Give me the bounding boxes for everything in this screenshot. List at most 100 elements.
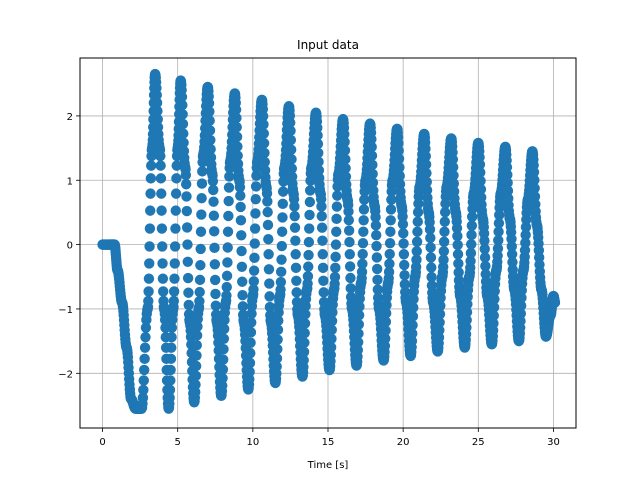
data-point	[326, 315, 338, 327]
data-point	[380, 325, 391, 336]
data-point	[371, 263, 383, 275]
data-point	[357, 237, 369, 249]
data-point	[156, 223, 168, 234]
data-point	[353, 310, 365, 321]
data-point	[316, 201, 327, 212]
data-point	[302, 271, 314, 282]
data-point	[299, 327, 310, 339]
data-point	[165, 375, 176, 386]
data-point	[466, 229, 477, 241]
data-point	[439, 226, 450, 237]
data-point	[515, 315, 526, 327]
data-point	[502, 177, 513, 189]
data-point	[489, 293, 500, 305]
data-point	[272, 334, 283, 345]
data-point	[312, 138, 324, 150]
data-point	[263, 234, 274, 245]
data-point	[169, 241, 181, 252]
data-point	[345, 283, 356, 294]
data-point	[520, 229, 531, 241]
x-tick-label: 5	[175, 437, 181, 448]
data-point	[452, 249, 464, 260]
data-point	[330, 262, 341, 274]
data-point	[493, 226, 504, 237]
data-point	[143, 273, 155, 284]
data-point	[398, 249, 410, 260]
data-point	[506, 233, 517, 245]
data-point	[140, 322, 152, 333]
y-tick-label: 1	[67, 176, 73, 187]
data-point	[258, 138, 270, 149]
data-point	[331, 213, 342, 225]
data-point	[438, 246, 450, 257]
data-point	[235, 201, 246, 213]
data-point	[276, 240, 288, 252]
data-point	[237, 276, 248, 287]
data-point	[272, 343, 283, 355]
data-point	[529, 183, 540, 194]
data-point	[208, 184, 219, 196]
x-tick-label: 20	[397, 437, 410, 448]
data-point	[178, 137, 189, 149]
data-point	[358, 204, 370, 215]
data-point	[236, 261, 248, 272]
data-point	[190, 370, 202, 382]
data-point	[425, 252, 437, 263]
data-point	[385, 215, 396, 226]
data-point	[331, 201, 343, 212]
data-point	[209, 242, 220, 254]
data-point	[264, 301, 276, 313]
data-point	[426, 271, 437, 283]
data-point	[290, 235, 301, 246]
data-point	[180, 169, 192, 181]
data-point	[394, 170, 405, 182]
chart-title: Input data	[297, 38, 359, 52]
data-point	[492, 250, 503, 262]
y-tick-label: 0	[67, 241, 73, 252]
data-point	[164, 384, 176, 396]
data-point	[493, 235, 504, 246]
data-point	[183, 299, 194, 311]
data-point	[182, 272, 194, 284]
data-point	[507, 256, 518, 268]
data-point	[155, 150, 166, 162]
data-point	[345, 272, 356, 284]
data-point	[480, 269, 491, 280]
data-point	[317, 262, 329, 274]
data-point	[411, 246, 422, 257]
data-point	[205, 134, 216, 146]
data-point	[343, 225, 355, 236]
data-point	[262, 219, 274, 231]
data-point	[339, 136, 350, 148]
data-point	[358, 215, 369, 226]
data-point	[461, 306, 473, 318]
data-point	[466, 211, 478, 223]
data-point	[203, 98, 215, 109]
data-point	[178, 128, 189, 139]
data-point	[466, 239, 477, 250]
data-point	[291, 287, 302, 298]
data-point	[291, 296, 303, 308]
data-point	[313, 147, 324, 159]
data-point	[259, 147, 270, 159]
data-point	[156, 205, 167, 216]
data-point	[258, 128, 269, 139]
data-point	[218, 333, 230, 344]
data-point	[139, 342, 151, 353]
data-point	[191, 350, 202, 361]
data-point	[221, 270, 233, 282]
data-point	[502, 185, 514, 197]
data-point	[170, 205, 181, 216]
data-point	[151, 89, 162, 101]
data-point	[353, 319, 365, 330]
data-point	[285, 134, 297, 146]
data-point	[286, 154, 297, 165]
data-point	[165, 353, 177, 365]
data-point	[222, 257, 233, 268]
data-point	[222, 242, 233, 253]
data-point	[424, 224, 436, 235]
data-point	[326, 324, 337, 336]
data-point	[246, 308, 257, 319]
data-point	[313, 156, 324, 168]
data-point	[144, 223, 156, 234]
